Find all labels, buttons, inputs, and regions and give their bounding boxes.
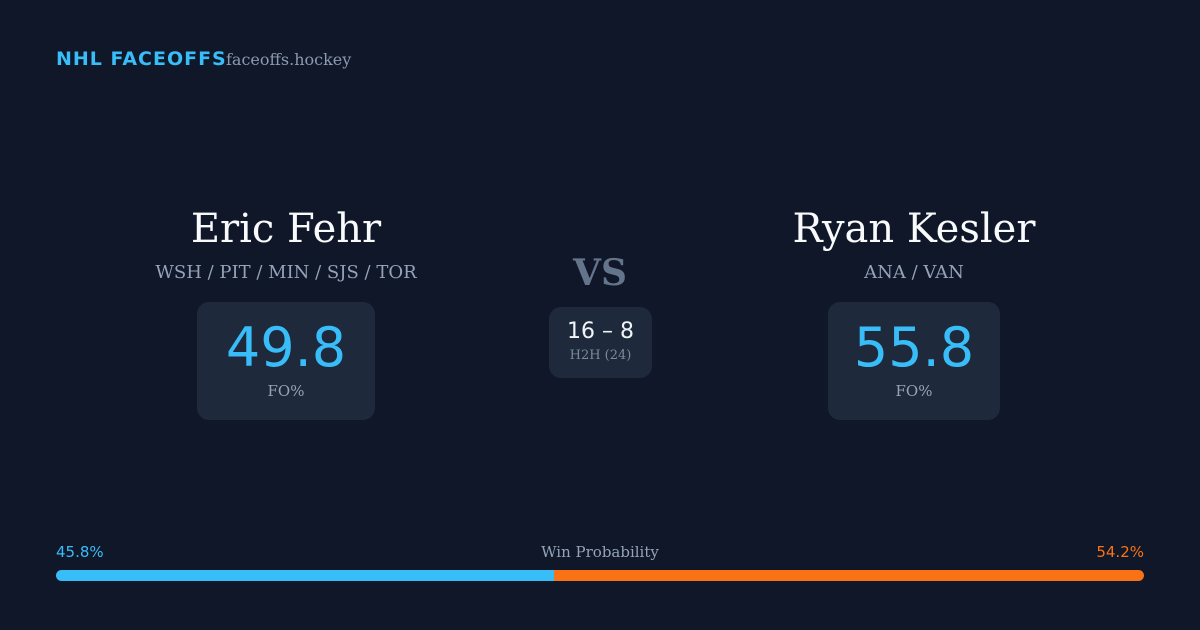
fo-label: FO% xyxy=(895,382,933,400)
win-prob-title: Win Probability xyxy=(541,543,659,561)
h2h-label: H2H (24) xyxy=(569,348,632,363)
fo-pct: 55.8 xyxy=(853,316,975,379)
player-teams: ANA / VAN xyxy=(864,262,964,283)
win-prob-bar xyxy=(56,570,1144,581)
fo-pct: 49.8 xyxy=(225,316,347,379)
stat-card: 49.8 FO% xyxy=(197,302,375,420)
win-prob-segment xyxy=(554,570,1144,581)
stat-card: 55.8 FO% xyxy=(828,302,1000,420)
player-teams: WSH / PIT / MIN / SJS / TOR xyxy=(155,262,417,283)
brand: NHL FACEOFFS xyxy=(56,48,227,70)
site: faceoffs.hockey xyxy=(226,50,352,69)
fo-label: FO% xyxy=(267,382,305,400)
player-name: Eric Fehr xyxy=(190,206,382,252)
h2h-card: 16 – 8 H2H (24) xyxy=(549,307,652,378)
vs: VS xyxy=(573,252,627,294)
win-prob-right: 54.2% xyxy=(1096,543,1144,561)
h2h-score: 16 – 8 xyxy=(567,319,634,344)
player-name: Ryan Kesler xyxy=(792,206,1036,252)
win-prob-segment xyxy=(56,570,555,581)
win-prob-left: 45.8% xyxy=(56,543,104,561)
